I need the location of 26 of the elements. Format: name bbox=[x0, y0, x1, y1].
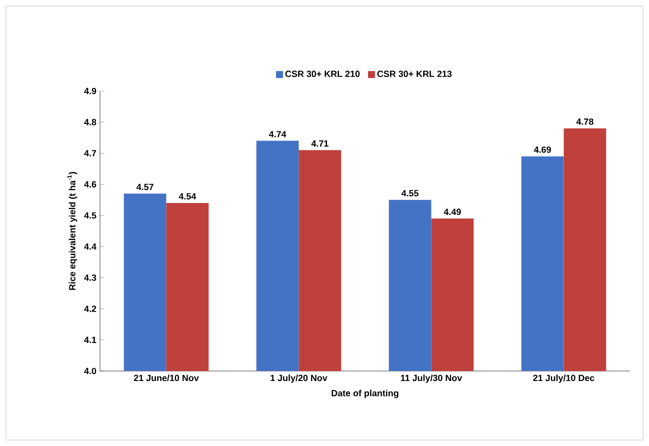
y-tick-label: 4.1 bbox=[84, 336, 96, 343]
x-tick-label: 11 July/30 Nov bbox=[400, 374, 462, 383]
y-tick-label: 4.0 bbox=[84, 368, 96, 374]
y-tick-label: 4.6 bbox=[84, 181, 96, 188]
x-tick-label: 21 July/10 Dec bbox=[533, 374, 594, 383]
data-label: 4.74 bbox=[268, 131, 286, 138]
data-label: 4.57 bbox=[136, 184, 154, 190]
x-axis-title: Date of planting bbox=[332, 390, 398, 398]
y-tick-label: 4.5 bbox=[84, 212, 96, 219]
y-tick-label: 4.7 bbox=[84, 150, 96, 156]
data-label: 4.54 bbox=[178, 193, 196, 200]
data-label: 4.49 bbox=[444, 208, 461, 216]
y-tick-label: 4.8 bbox=[84, 118, 96, 126]
y-tick-label: 4.2 bbox=[84, 306, 96, 312]
x-tick-label: 1 July/20 Nov bbox=[270, 374, 328, 383]
legend-label: CSR 30+ KRL 210 bbox=[285, 70, 360, 78]
legend-label: CSR 30+ KRL 213 bbox=[377, 70, 452, 78]
x-tick-label: 21 June/10 Nov bbox=[134, 374, 199, 382]
y-axis-title: Rice equivalent yield (t ha$^{-1}$) bbox=[67, 172, 78, 290]
y-tick-label: 4.3 bbox=[84, 274, 96, 281]
data-label: 4.71 bbox=[311, 140, 328, 147]
data-label: 4.55 bbox=[401, 190, 419, 196]
y-tick-label: 4.9 bbox=[84, 88, 96, 94]
data-label: 4.69 bbox=[534, 146, 551, 153]
data-label: 4.78 bbox=[576, 118, 594, 125]
y-tick-label: 4.4 bbox=[84, 243, 96, 250]
